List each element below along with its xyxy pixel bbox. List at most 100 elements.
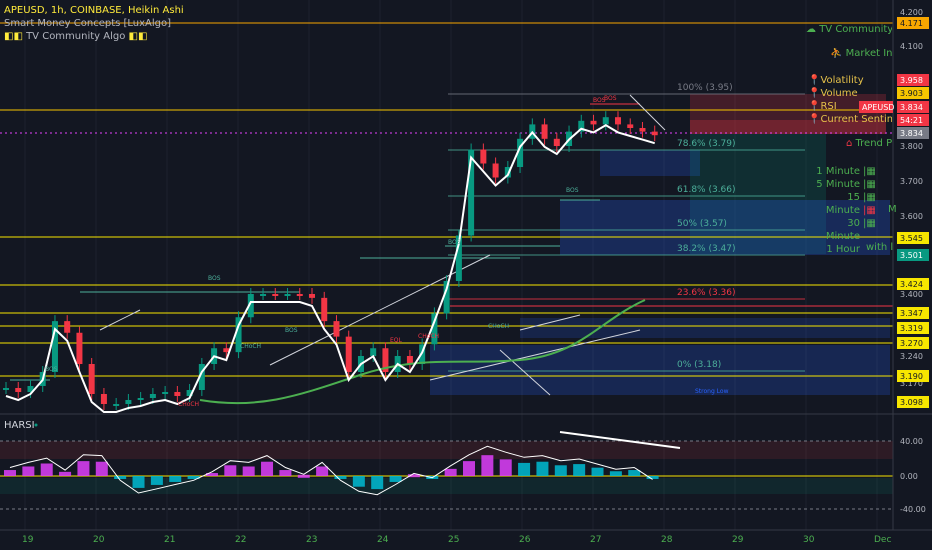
price-label-box bbox=[897, 396, 929, 408]
price-tick-label: 4.200 bbox=[900, 8, 923, 17]
harsi-bar bbox=[463, 461, 475, 476]
harsi-bar bbox=[224, 465, 237, 476]
harsi-bar bbox=[371, 476, 384, 490]
time-tick-label: 30 bbox=[803, 535, 815, 545]
smc-label: BOS bbox=[285, 327, 298, 334]
harsi-tick-label: 40.00 bbox=[900, 437, 923, 446]
harsi-bar bbox=[261, 461, 274, 476]
price-label-box bbox=[859, 101, 893, 113]
candle bbox=[406, 356, 413, 364]
grid-lines bbox=[24, 0, 878, 530]
candle bbox=[590, 120, 597, 125]
price-label-box bbox=[897, 114, 929, 126]
demand-zone-4 bbox=[430, 345, 890, 395]
candle bbox=[627, 124, 634, 128]
row-volume: 📍Volume bbox=[808, 88, 858, 99]
candle bbox=[321, 297, 328, 322]
candle bbox=[247, 294, 254, 318]
candle bbox=[100, 394, 107, 404]
candle bbox=[149, 394, 156, 398]
smc-label: BOS bbox=[566, 187, 579, 194]
harsi-bar bbox=[22, 466, 35, 476]
symbol-title[interactable]: APEUSD, 1h, COINBASE, Heikin Ashi bbox=[4, 5, 184, 16]
candle bbox=[455, 235, 462, 281]
harsi-bar bbox=[59, 471, 72, 476]
time-tick-label: 27 bbox=[590, 535, 601, 545]
time-tick-label: 22 bbox=[235, 535, 246, 545]
indicator-smc[interactable]: Smart Money Concepts [LuxAlgo] bbox=[4, 18, 172, 29]
price-label: 4.171 bbox=[900, 19, 923, 28]
price-label-box bbox=[897, 127, 929, 139]
timeframe-icons: |▦ |▦ |▦ |▦ |▦ bbox=[863, 165, 876, 230]
harsi-bar bbox=[389, 476, 402, 482]
trend-icon: |▦ bbox=[863, 179, 876, 190]
pin-icon: 📍 bbox=[808, 101, 821, 112]
home-icon: ⌂ bbox=[846, 138, 856, 149]
price-tick-label: 3.800 bbox=[900, 142, 923, 151]
trend-icon: |▦ bbox=[863, 192, 876, 203]
fib-label: 61.8% (3.66) bbox=[677, 185, 736, 195]
price-label: 3.545 bbox=[900, 234, 923, 243]
price-label: 3.270 bbox=[900, 339, 923, 348]
demand-zone-3 bbox=[560, 200, 890, 255]
time-tick-label: 28 bbox=[661, 535, 673, 545]
level-lines bbox=[0, 22, 893, 377]
demand-zone-5 bbox=[520, 318, 890, 338]
fib-labels: 100% (3.95) 78.6% (3.79) 61.8% (3.66) 50% (… bbox=[677, 83, 736, 370]
harsi-dot bbox=[34, 423, 38, 427]
indicator-tv-algo[interactable]: ◧◧ TV Community Algo ◧◧ bbox=[4, 31, 148, 42]
candle bbox=[64, 321, 71, 333]
smc-label: BOS bbox=[45, 366, 58, 373]
time-tick-label: 25 bbox=[448, 535, 459, 545]
harsi-overbought-zone bbox=[0, 441, 893, 459]
market-info-heading: ⛹ Market Inform bbox=[830, 48, 892, 59]
candle bbox=[296, 294, 303, 296]
price-label-box bbox=[897, 87, 929, 99]
side-text-low: with lo bbox=[866, 242, 893, 253]
candle bbox=[3, 388, 9, 390]
price-label: 3.834 bbox=[900, 103, 923, 112]
price-label: 3.347 bbox=[900, 309, 923, 318]
pin-icon: 📍 bbox=[808, 75, 821, 86]
price-tick-label: 4.100 bbox=[900, 42, 923, 51]
harsi-bar bbox=[77, 461, 90, 476]
harsi-bar bbox=[646, 476, 659, 479]
price-label-box bbox=[897, 337, 929, 349]
candle bbox=[370, 348, 377, 356]
price-labels: 4.171 3.958 3.903 APEUSD 3.834 54:21 3.834 3.54… bbox=[859, 17, 929, 408]
price-label: 3.958 bbox=[900, 76, 923, 85]
harsi-tick-label: 0.00 bbox=[900, 472, 918, 481]
candle bbox=[382, 348, 389, 372]
harsi-bar bbox=[187, 476, 200, 479]
harsi-bar bbox=[297, 474, 310, 478]
smc-label: CHoCH bbox=[178, 401, 199, 408]
smc-label: CHoCH bbox=[418, 333, 439, 340]
side-text-m: M bbox=[888, 204, 897, 215]
timeframe-list: 1 Minute 5 Minute 15 Minute 30 Minute 1 … bbox=[812, 165, 860, 256]
price-label-box bbox=[897, 278, 929, 290]
smc-label: EQL bbox=[390, 337, 403, 344]
ma-line-green bbox=[199, 299, 646, 405]
harsi-tick-label: -40.00 bbox=[900, 505, 926, 514]
fib-label: 0% (3.18) bbox=[677, 360, 721, 370]
candle bbox=[443, 281, 450, 314]
harsi-bar bbox=[169, 476, 182, 482]
harsi-bar bbox=[591, 467, 604, 476]
timeframe-1h: 1 Hour bbox=[826, 244, 860, 255]
smc-label: CHoCH bbox=[240, 343, 261, 350]
time-tick-label: 26 bbox=[519, 535, 531, 545]
time-axis: 19 20 21 22 23 24 25 26 27 28 29 30 Dec bbox=[22, 535, 891, 545]
price-label-box bbox=[897, 74, 929, 86]
candle bbox=[162, 392, 169, 394]
price-label: 3.319 bbox=[900, 324, 923, 333]
price-tick-label: 3.600 bbox=[900, 212, 923, 221]
harsi-bar bbox=[95, 461, 108, 476]
smc-label: BOS bbox=[208, 275, 221, 282]
price-label: 3.834 bbox=[900, 129, 923, 138]
candle bbox=[553, 138, 560, 146]
harsi-bar bbox=[407, 474, 420, 478]
candle bbox=[137, 398, 144, 400]
price-label: 3.424 bbox=[900, 280, 923, 289]
price-label: APEUSD bbox=[862, 103, 894, 112]
